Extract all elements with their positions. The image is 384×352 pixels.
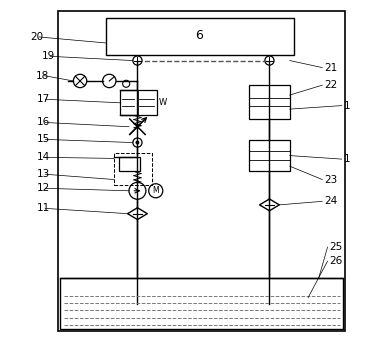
Text: 1: 1 — [343, 154, 350, 164]
Text: 16: 16 — [36, 118, 50, 127]
Text: 19: 19 — [41, 51, 55, 61]
Text: 18: 18 — [35, 71, 49, 81]
Text: 15: 15 — [36, 134, 50, 144]
Bar — [106, 18, 294, 55]
Bar — [60, 278, 343, 329]
Text: 1: 1 — [343, 101, 350, 111]
Bar — [58, 11, 345, 331]
Circle shape — [136, 141, 139, 144]
Text: 12: 12 — [36, 183, 50, 193]
Bar — [120, 90, 157, 115]
Bar — [114, 153, 152, 185]
Text: M: M — [152, 186, 159, 195]
Text: 21: 21 — [324, 63, 337, 73]
Bar — [119, 157, 140, 171]
Text: 26: 26 — [329, 256, 343, 266]
Text: 13: 13 — [36, 169, 50, 179]
Bar — [249, 140, 290, 171]
Text: 11: 11 — [36, 203, 50, 213]
Text: 22: 22 — [324, 80, 337, 90]
Text: 23: 23 — [324, 175, 337, 184]
Text: 25: 25 — [329, 242, 343, 252]
Text: 17: 17 — [36, 94, 50, 104]
Text: 14: 14 — [36, 152, 50, 162]
Text: 24: 24 — [324, 196, 337, 206]
Bar — [249, 86, 290, 119]
Text: 20: 20 — [30, 32, 43, 42]
Text: 6: 6 — [195, 30, 203, 42]
Text: W: W — [159, 98, 167, 107]
